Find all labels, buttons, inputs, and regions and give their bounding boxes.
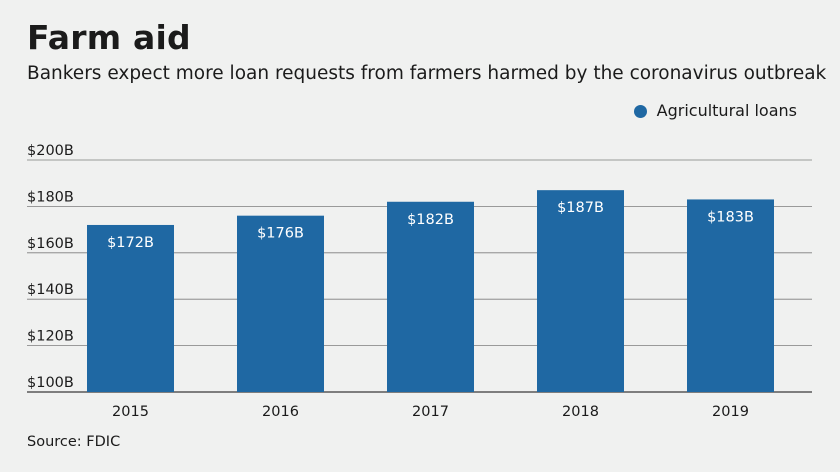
x-tick-label-2019: 2019 bbox=[712, 404, 749, 420]
data-label-2019: $183B bbox=[707, 209, 754, 225]
y-tick-label: $120B bbox=[27, 329, 74, 345]
legend-marker bbox=[633, 104, 647, 118]
y-tick-label: $200B bbox=[27, 143, 74, 159]
bar-2017 bbox=[387, 201, 474, 392]
y-tick-label: $180B bbox=[27, 189, 74, 205]
source-note: Source: FDIC bbox=[27, 434, 121, 450]
bar-2019 bbox=[687, 199, 774, 392]
data-label-2016: $176B bbox=[257, 226, 304, 242]
y-tick-label: $160B bbox=[27, 236, 74, 252]
x-tick-label-2016: 2016 bbox=[262, 404, 299, 420]
data-label-2015: $172B bbox=[107, 235, 154, 251]
y-tick-label: $100B bbox=[27, 375, 74, 391]
x-tick-label-2017: 2017 bbox=[412, 404, 449, 420]
x-axis-ticks: 2015 2016 2017 2018 2019 bbox=[112, 404, 749, 420]
bar-2018 bbox=[537, 190, 624, 392]
x-tick-label-2018: 2018 bbox=[562, 404, 599, 420]
legend: Agricultural loans bbox=[633, 100, 797, 122]
y-axis-ticks: $100B $120B $140B $160B $180B $200B bbox=[27, 143, 74, 391]
y-tick-label: $140B bbox=[27, 282, 74, 298]
chart-title: Farm aid bbox=[27, 18, 191, 57]
x-tick-label-2015: 2015 bbox=[112, 404, 149, 420]
bar-2015 bbox=[87, 224, 174, 392]
data-labels: $172B $176B $182B $187B $183B bbox=[107, 200, 754, 251]
chart-subtitle: Bankers expect more loan requests from f… bbox=[27, 63, 827, 84]
data-label-2018: $187B bbox=[557, 200, 604, 216]
data-label-2017: $182B bbox=[407, 212, 454, 228]
legend-label: Agricultural loans bbox=[656, 101, 797, 120]
bars bbox=[87, 190, 774, 392]
bar-2016 bbox=[237, 215, 324, 392]
